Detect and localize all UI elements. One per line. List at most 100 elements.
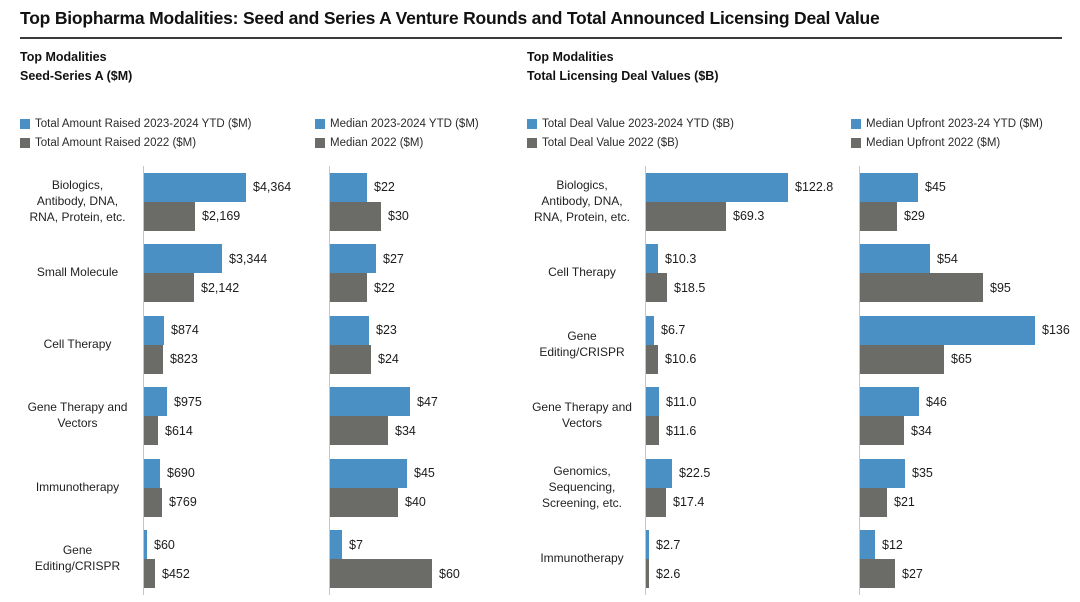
bar-row: $7 $60 [315,523,515,595]
chart-legend: Total Deal Value 2023-2024 YTD ($B) Total… [527,115,845,151]
bar-prior-period [646,201,726,231]
legend-swatch-icon [527,137,537,148]
chart-median-raised: Median 2023-2024 YTD ($M) Median 2022 ($M… [315,115,515,597]
bar-group: $10.3 $18.5 [645,237,845,309]
bar-line-prior-period: $65 [860,344,1080,374]
bar-line-current-period: $4,364 [144,172,318,202]
legend-swatch-icon [851,118,861,129]
bar-line-prior-period: $29 [860,201,1080,231]
category-label: Gene Editing/CRISPR [527,309,645,381]
category-label-line: Gene [62,543,93,558]
bar-prior-period [330,344,371,374]
bar-group: $45 $29 [859,166,1080,238]
bar-value-label: $46 [926,394,947,409]
category-label-line: RNA, Protein, etc. [29,209,126,224]
bar-value-label: $2,169 [202,209,241,224]
bar-value-label: $95 [990,280,1011,295]
legend-item-prior-period: Median 2022 ($M) [315,134,515,151]
bar-value-label: $136 [1042,323,1070,338]
bar-group: $45 $40 [329,452,515,524]
bar-value-label: $35 [912,466,933,481]
bar-value-label: $47 [417,394,438,409]
bar-row: Cell Therapy $10.3 $18.5 [527,237,845,309]
category-label [851,166,859,238]
category-label [315,381,329,453]
category-label: Gene Editing/CRISPR [20,524,143,596]
category-label-line: Screening, etc. [541,495,623,510]
legend-item-current-period: Median 2023-2024 YTD ($M) [315,115,515,132]
bar-line-prior-period: $24 [330,344,515,374]
bar-current-period [144,172,246,202]
bar-current-period [330,244,376,274]
bar-line-prior-period: $769 [144,487,318,517]
bar-current-period [144,244,222,274]
bar-group: $11.0 $11.6 [645,380,845,452]
bar-group: $6.7 $10.6 [645,309,845,381]
bar-line-prior-period: $614 [144,416,318,446]
chart-plot-area: $22 $30 $27 $22 $23 $24 $47 $34 $45 $40 $7 $60 [315,166,515,595]
legend-label: Median 2022 ($M) [330,136,424,149]
category-label-line: Antibody, DNA, [541,193,623,208]
bar-row: $12 $27 [851,523,1080,596]
bar-line-prior-period: $27 [860,559,1080,589]
bar-value-label: $45 [925,180,946,195]
legend-swatch-icon [851,137,861,148]
bar-line-prior-period: $30 [330,201,515,231]
bar-group: $975 $614 [143,380,318,452]
legend-label: Total Deal Value 2023-2024 YTD ($B) [542,117,734,130]
bar-group: $4,364 $2,169 [143,166,318,238]
category-label-line: Immunotherapy [540,551,624,566]
bar-prior-period [330,559,432,589]
bar-value-label: $22 [374,280,395,295]
bar-line-prior-period: $34 [860,416,1080,446]
bar-line-current-period: $975 [144,387,318,417]
bar-value-label: $21 [894,495,915,510]
bar-value-label: $27 [383,251,404,266]
category-label-line: Antibody, DNA, [36,193,119,208]
bar-prior-period [330,201,381,231]
bar-row: Cell Therapy $874 $823 [20,309,318,381]
bar-value-label: $12 [882,537,903,552]
bar-group: $47 $34 [329,380,515,452]
legend-item-prior-period: Median Upfront 2022 ($M) [851,134,1080,151]
bar-prior-period [144,559,155,589]
bar-row: Gene Editing/CRISPR $60 $452 [20,523,318,596]
bar-line-current-period: $23 [330,315,515,345]
bar-value-label: $3,344 [229,251,268,266]
chart-total-amount-raised: Total Amount Raised 2023-2024 YTD ($M) To… [20,115,318,597]
legend-swatch-icon [527,118,537,129]
bar-line-current-period: $2.7 [646,530,845,560]
bar-line-current-period: $47 [330,387,515,417]
category-label-line: RNA, Protein, etc. [533,209,631,224]
category-label-line: Small Molecule [36,265,119,280]
legend-swatch-icon [315,137,325,148]
bar-group: $136 $65 [859,309,1080,381]
category-label [851,452,859,524]
bar-value-label: $22 [374,180,395,195]
bar-value-label: $60 [154,537,175,552]
legend-label: Median Upfront 2022 ($M) [866,136,1001,149]
bar-group: $54 $95 [859,237,1080,309]
bar-row: Gene Therapy and Vectors $975 $614 [20,380,318,452]
bar-value-label: $4,364 [253,180,292,195]
bar-group: $7 $60 [329,523,515,595]
bar-prior-period [860,487,887,517]
section-header-line1: Top Modalities [20,50,107,64]
bar-current-period [144,387,167,417]
bar-value-label: $30 [388,209,409,224]
bar-row: Biologics, Antibody, DNA, RNA, Protein, et… [527,166,845,238]
category-label [851,524,859,596]
bar-line-current-period: $54 [860,244,1080,274]
bar-line-prior-period: $69.3 [646,201,845,231]
bar-line-prior-period: $22 [330,273,515,303]
bar-value-label: $18.5 [674,280,706,295]
bar-line-current-period: $136 [860,315,1080,345]
category-label: Biologics, Antibody, DNA, RNA, Protein, et… [20,166,143,238]
category-label: Cell Therapy [20,309,143,381]
bar-value-label: $24 [378,352,399,367]
section-header-line1: Top Modalities [527,50,614,64]
bar-current-period [330,172,367,202]
bar-line-current-period: $46 [860,387,1080,417]
bar-line-current-period: $10.3 [646,244,845,274]
